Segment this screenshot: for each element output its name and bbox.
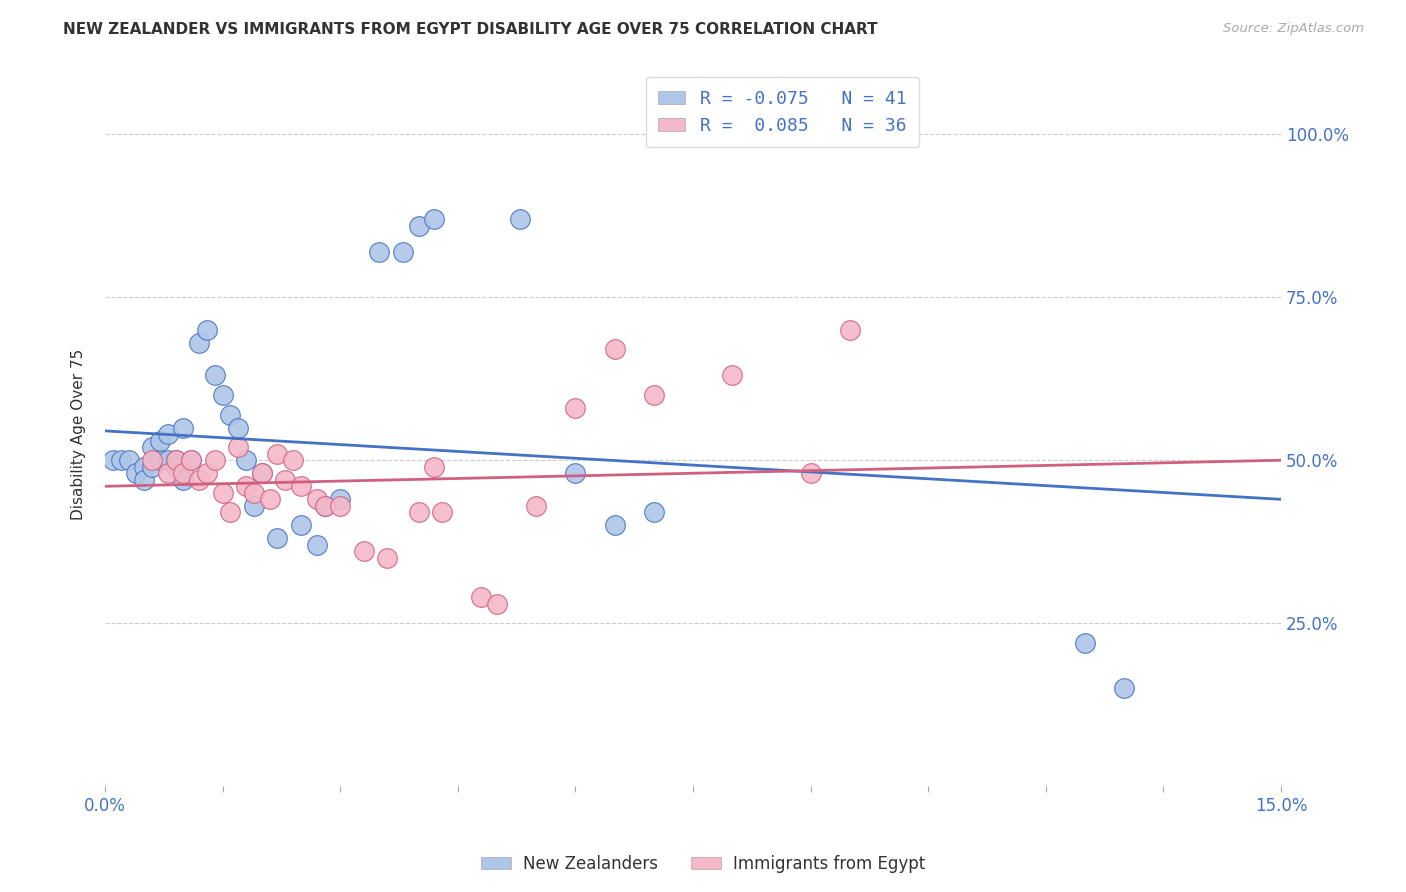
Point [423, 459, 446, 474]
Point [101, 453, 124, 467]
Point [266, 532, 288, 546]
Legend: New Zealanders, Immigrants from Egypt: New Zealanders, Immigrants from Egypt [474, 848, 932, 880]
Point [721, 368, 744, 383]
Point [235, 453, 257, 467]
Point [423, 212, 446, 227]
Point [188, 335, 211, 350]
Y-axis label: Disability Age Over 75: Disability Age Over 75 [72, 349, 86, 520]
Point [430, 505, 453, 519]
Point [110, 453, 132, 467]
Point [524, 499, 547, 513]
Point [226, 420, 249, 434]
Point [838, 323, 860, 337]
Point [219, 505, 242, 519]
Point [329, 492, 352, 507]
Point [172, 467, 194, 481]
Point [329, 499, 352, 513]
Point [117, 453, 139, 467]
Point [392, 244, 415, 259]
Point [165, 453, 187, 467]
Point [243, 499, 266, 513]
Point [266, 447, 288, 461]
Point [1114, 681, 1136, 696]
Point [165, 453, 187, 467]
Point [134, 459, 156, 474]
Point [603, 343, 626, 357]
Point [274, 473, 297, 487]
Point [141, 453, 163, 467]
Text: Source: ZipAtlas.com: Source: ZipAtlas.com [1223, 22, 1364, 36]
Point [165, 459, 187, 474]
Point [149, 434, 172, 448]
Point [211, 388, 233, 402]
Point [259, 492, 281, 507]
Point [800, 467, 823, 481]
Point [180, 453, 202, 467]
Point [243, 485, 266, 500]
Point [603, 518, 626, 533]
Point [156, 453, 179, 467]
Point [195, 323, 218, 337]
Point [149, 453, 172, 467]
Point [564, 467, 586, 481]
Point [235, 479, 257, 493]
Point [314, 499, 336, 513]
Point [643, 505, 665, 519]
Point [204, 453, 226, 467]
Point [564, 401, 586, 415]
Point [290, 479, 312, 493]
Point [172, 473, 194, 487]
Point [375, 551, 398, 566]
Point [305, 492, 328, 507]
Point [353, 544, 375, 558]
Point [408, 219, 430, 233]
Point [219, 408, 242, 422]
Point [141, 440, 163, 454]
Point [281, 453, 304, 467]
Point [134, 473, 156, 487]
Text: NEW ZEALANDER VS IMMIGRANTS FROM EGYPT DISABILITY AGE OVER 75 CORRELATION CHART: NEW ZEALANDER VS IMMIGRANTS FROM EGYPT D… [63, 22, 877, 37]
Point [226, 440, 249, 454]
Point [314, 499, 336, 513]
Point [485, 597, 508, 611]
Point [408, 505, 430, 519]
Point [509, 212, 531, 227]
Point [204, 368, 226, 383]
Point [195, 467, 218, 481]
Point [368, 244, 391, 259]
Point [188, 473, 211, 487]
Point [470, 590, 492, 604]
Point [156, 427, 179, 442]
Point [211, 485, 233, 500]
Point [172, 420, 194, 434]
Point [156, 467, 179, 481]
Legend: R = -0.075   N = 41, R =  0.085   N = 36: R = -0.075 N = 41, R = 0.085 N = 36 [645, 77, 920, 147]
Point [250, 467, 273, 481]
Point [1074, 636, 1097, 650]
Point [250, 467, 273, 481]
Point [141, 459, 163, 474]
Point [180, 453, 202, 467]
Point [125, 467, 148, 481]
Point [643, 388, 665, 402]
Point [305, 538, 328, 552]
Point [290, 518, 312, 533]
